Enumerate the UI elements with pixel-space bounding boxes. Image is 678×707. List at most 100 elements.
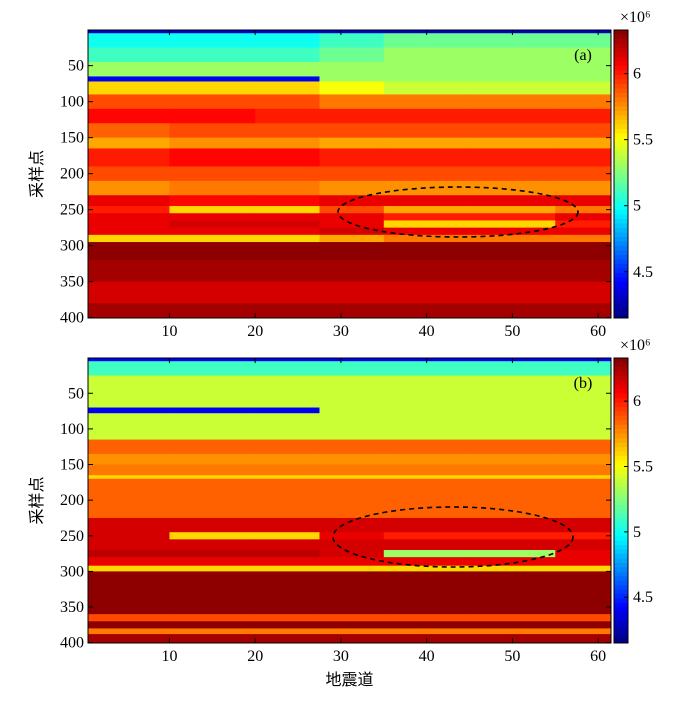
heatmap-cell [255,206,320,214]
heatmap-cell [319,361,385,376]
colorbar-step [614,120,628,125]
colorbar-tick-label: 4.5 [633,589,653,606]
heatmap-cell [469,180,556,196]
heatmap-cell [169,361,256,376]
heatmap-cell [469,557,556,567]
heatmap-cell [88,94,170,110]
y-tick-label: 100 [60,94,84,111]
colorbar-step [614,433,628,439]
heatmap-cell [169,206,256,214]
y-tick-label: 50 [68,385,84,402]
heatmap-cell [555,550,612,558]
colorbar-step [614,500,628,506]
colorbar-step [614,273,628,278]
heatmap-cell [255,550,320,558]
heatmap-cell [555,180,612,196]
heatmap-cell [88,281,170,304]
heatmap-cell [255,94,320,110]
y-tick-label: 400 [60,310,84,327]
colorbar [613,357,629,644]
heatmap-cell [88,166,170,182]
heatmap-cell [255,108,320,124]
heatmap-cell [319,407,385,414]
heatmap-cell [555,407,612,414]
heatmap-cell [469,478,556,519]
heatmap-cell [255,453,320,466]
colorbar-step [614,527,628,533]
heatmap-cell [319,532,385,540]
colorbar-step [614,504,628,510]
y-tick-label: 350 [60,274,84,291]
heatmap-cell [88,123,170,139]
colorbar-step [614,482,628,488]
colorbar-step [614,509,628,515]
colorbar-step [614,30,628,35]
heatmap-cell [555,478,612,519]
heatmap-cell [169,234,256,243]
heatmap-cell [469,94,556,110]
heatmap-cell [88,407,170,414]
heatmap-cell [319,303,385,319]
x-tick-label: 60 [590,323,606,340]
heatmap-cell [383,614,471,622]
heatmap-cell [469,413,556,441]
heatmap-cell [169,195,256,207]
heatmap-cell [88,478,170,519]
heatmap-cell [255,47,320,63]
x-tick-label: 30 [333,648,349,665]
colorbar-step [614,536,628,542]
colorbar-step [614,151,628,157]
heatmap-cell [469,47,556,63]
colorbar-step [614,589,628,595]
colorbar-step [614,420,628,426]
heatmap-cell [319,478,385,519]
colorbar-step [614,540,628,546]
colorbar-step [614,178,628,184]
colorbar-step [614,553,628,559]
heatmap-cell [88,439,170,455]
x-tick-label: 10 [161,648,177,665]
heatmap-cell [88,557,170,567]
heatmap-cell [255,123,320,139]
heatmap-cell [319,242,385,261]
heatmap-cell [169,517,256,533]
heatmap-cell [88,621,170,629]
heatmap-cell [319,464,385,476]
heatmap-cell [319,565,385,572]
colorbar-step [614,598,628,604]
heatmap-cell [169,148,256,167]
heatmap-cell [555,242,612,261]
heatmap-cell [469,614,556,622]
heatmap-cell [383,234,471,243]
heatmap-cell [469,76,556,82]
x-tick-label: 10 [161,323,177,340]
heatmap-cell [555,33,612,49]
heatmap-cell [383,166,471,182]
heatmap-cell [255,565,320,572]
heatmap-cell [169,30,256,34]
heatmap-cell [255,137,320,149]
colorbar-step [614,174,628,179]
y-tick-label: 200 [60,492,84,509]
heatmap-cell [555,195,612,207]
heatmap-cell [555,30,612,34]
x-tick-label: 50 [504,323,520,340]
heatmap-cell [255,407,320,414]
heatmap-cell [555,413,612,441]
colorbar-step [614,362,628,368]
y-tick-label: 350 [60,599,84,616]
colorbar-step [614,567,628,573]
heatmap-cell [469,464,556,476]
heatmap-cell [88,62,170,77]
colorbar-step [614,133,628,139]
heatmap-cell [88,148,170,167]
heatmap-cell [319,475,385,480]
heatmap-cell [319,220,385,229]
heatmap-cell [383,375,471,409]
colorbar-step [614,52,628,58]
heatmap-cell [469,439,556,455]
heatmap-cell [469,565,556,572]
colorbar-step [614,429,628,435]
colorbar-step [614,549,628,555]
colorbar-step [614,629,628,635]
